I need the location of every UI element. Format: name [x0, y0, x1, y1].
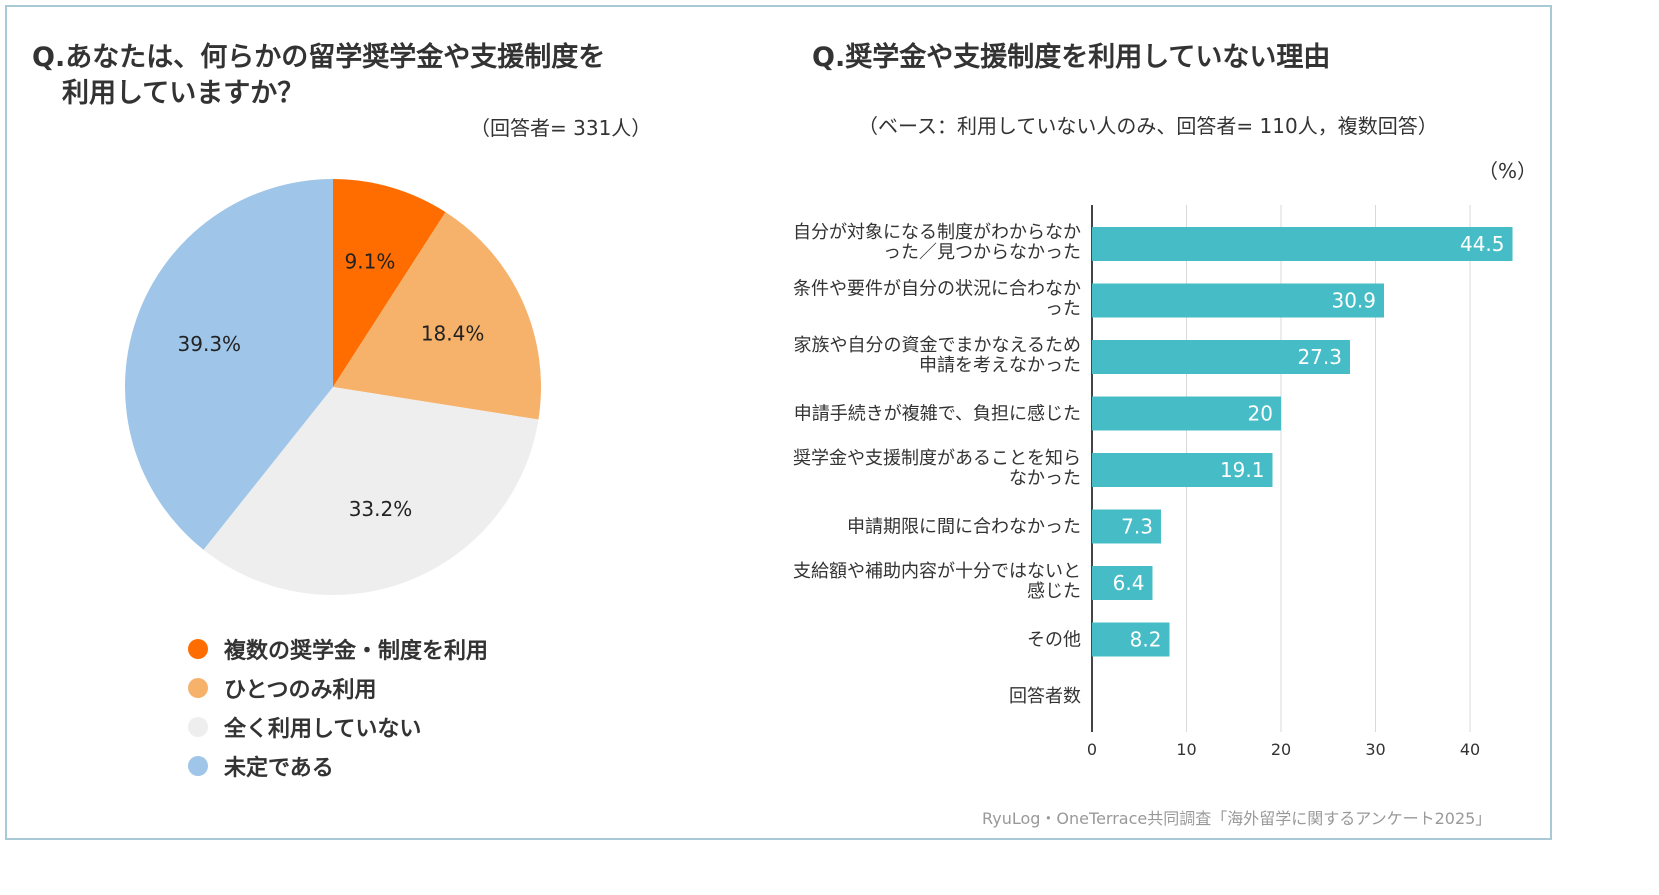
- bar-1: [1092, 283, 1385, 318]
- bar-6: [1092, 566, 1153, 600]
- bar-value-label-0: 44.5: [1460, 232, 1505, 256]
- x-tick-label-30: 30: [1365, 740, 1385, 759]
- category-label-3: 申請手続きが複雑で、負担に感じた: [794, 404, 1081, 425]
- bar-value-label-7: 8.2: [1130, 628, 1162, 652]
- category-label-4: 奨学金や支援制度があることを知らなかった: [793, 448, 1081, 489]
- pie-slice-0: [333, 179, 446, 387]
- legend-item-0: 複数の奨学金・制度を利用: [188, 634, 488, 664]
- x-tick-label-20: 20: [1271, 740, 1291, 759]
- category-label-2: 家族や自分の資金でまかなえるため申請を考えなかった: [794, 335, 1081, 376]
- pie-slice-2: [203, 387, 539, 596]
- category-label-8: 回答者数: [1009, 686, 1081, 707]
- pie-value-label-3: 39.3%: [178, 332, 242, 356]
- pie-slice-1: [333, 212, 541, 420]
- bar-base-note: （ベース：利用していない人のみ、回答者= 110人，複数回答）: [858, 114, 1438, 138]
- pie-value-label-0: 9.1%: [345, 249, 396, 273]
- pie-respondents: （回答者= 331人）: [470, 116, 652, 140]
- category-label-6: 支給額や補助内容が十分ではないと感じた: [793, 561, 1081, 602]
- bar-title: Q.奨学金や支援制度を利用していない理由: [812, 42, 1331, 73]
- bar-value-label-6: 6.4: [1113, 571, 1145, 595]
- legend-label-3: 未定である: [224, 756, 334, 781]
- pie-value-label-2: 33.2%: [349, 497, 413, 521]
- legend-item-3: 未定である: [188, 751, 334, 781]
- bar-5: [1092, 509, 1161, 544]
- pie-chart: 9.1% 18.4% 33.2% 39.3%: [124, 179, 541, 596]
- legend-item-2: 全く利用していない: [188, 712, 421, 742]
- chart-frame: [5, 5, 1552, 840]
- category-label-5: 申請期限に間に合わなかった: [847, 517, 1081, 538]
- legend-swatch-1: [188, 678, 208, 698]
- pie-slice-3: [124, 179, 334, 550]
- category-label-1: 条件や要件が自分の状況に合わなかった: [793, 279, 1081, 320]
- legend-label-1: ひとつのみ利用: [224, 678, 377, 703]
- legend-label-2: 全く利用していない: [224, 717, 422, 742]
- bar-value-label-1: 30.9: [1331, 289, 1376, 313]
- bar-7: [1092, 622, 1170, 657]
- bar-value-label-4: 19.1: [1220, 458, 1265, 482]
- bar-2: [1092, 340, 1350, 374]
- pie-title-line1: Q.あなたは、何らかの留学奨学金や支援制度を: [32, 42, 606, 73]
- legend-swatch-0: [188, 639, 208, 659]
- x-tick-label-0: 0: [1087, 740, 1097, 759]
- footer-source: RyuLog・OneTerrace共同調査「海外留学に関するアンケート2025」: [982, 809, 1492, 828]
- pie-value-label-1: 18.4%: [421, 321, 485, 345]
- legend-item-1: ひとつのみ利用: [188, 673, 376, 703]
- x-tick-label-10: 10: [1176, 740, 1196, 759]
- bar-0: [1092, 227, 1513, 261]
- bar-value-label-5: 7.3: [1121, 515, 1153, 539]
- pie-title-line2: 利用していますか？: [62, 78, 305, 109]
- category-label-7: その他: [1027, 630, 1081, 651]
- x-tick-label-40: 40: [1460, 740, 1480, 759]
- bar-unit: （%）: [1478, 159, 1538, 183]
- bar-value-label-2: 27.3: [1297, 345, 1342, 369]
- legend-swatch-3: [188, 756, 208, 776]
- legend-label-0: 複数の奨学金・制度を利用: [224, 639, 489, 664]
- bar-4: [1092, 453, 1273, 487]
- bar-value-label-3: 20: [1248, 402, 1273, 426]
- category-label-0: 自分が対象になる制度がわからなかった／見つからなかった: [793, 222, 1081, 263]
- bar-3: [1092, 396, 1281, 431]
- legend-swatch-2: [188, 717, 208, 737]
